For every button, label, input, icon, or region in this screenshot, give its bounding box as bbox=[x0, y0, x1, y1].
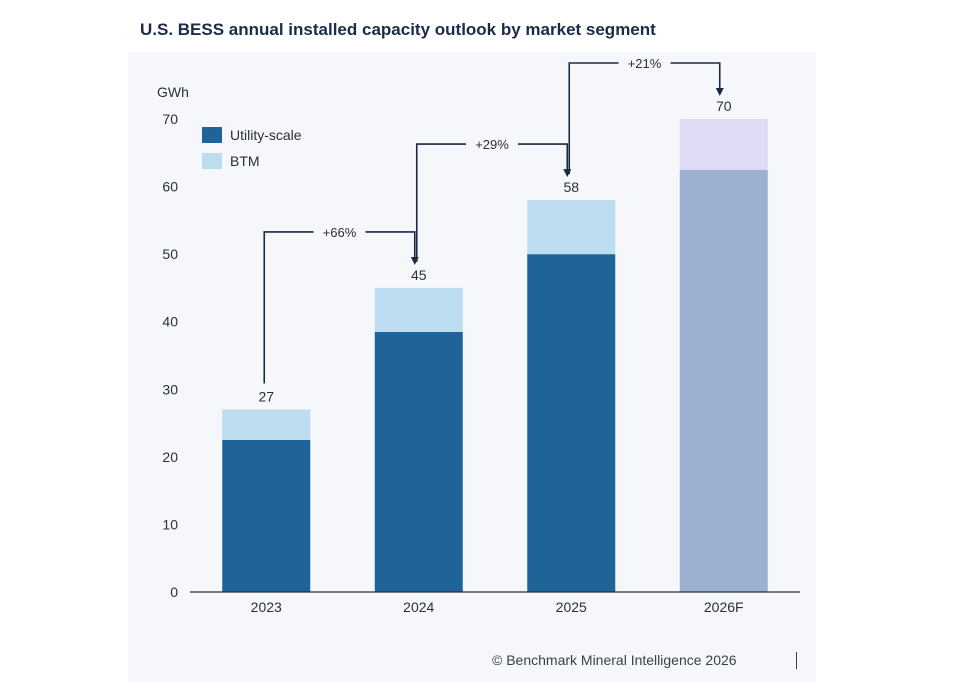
x-tick-label: 2026F bbox=[704, 599, 744, 615]
total-labels: 27 45 58 70 bbox=[258, 98, 731, 405]
bar-utility-scale bbox=[679, 169, 768, 592]
y-tick-label: 70 bbox=[162, 111, 178, 127]
x-tick-label: 2024 bbox=[403, 599, 434, 615]
total-label: 27 bbox=[258, 389, 274, 405]
bar-btm bbox=[374, 287, 463, 332]
bar-btm bbox=[679, 119, 768, 170]
legend: Utility-scale BTM bbox=[202, 127, 302, 169]
x-axis: 2023 2024 2025 2026F bbox=[251, 599, 744, 615]
growth-label: +21% bbox=[628, 56, 662, 71]
bar-utility-scale bbox=[222, 439, 311, 592]
y-tick-label: 60 bbox=[162, 179, 178, 195]
bar-utility-scale bbox=[374, 331, 463, 592]
bar-utility-scale bbox=[527, 254, 616, 592]
legend-swatch bbox=[202, 153, 222, 169]
growth-label-bg bbox=[466, 134, 518, 155]
y-tick-label: 20 bbox=[162, 449, 178, 465]
total-label: 58 bbox=[563, 179, 579, 195]
bar-btm bbox=[222, 409, 311, 440]
growth-label-bg bbox=[313, 221, 366, 242]
bar-btm bbox=[527, 200, 616, 255]
y-tick-label: 30 bbox=[162, 381, 178, 397]
growth-arrows: +66% +29% +21% bbox=[263, 53, 724, 384]
chart-title: U.S. BESS annual installed capacity outl… bbox=[140, 20, 656, 39]
y-tick-label: 40 bbox=[162, 314, 178, 330]
y-axis-label: GWh bbox=[157, 84, 189, 100]
growth-label: +66% bbox=[323, 225, 357, 240]
footer-divider bbox=[796, 652, 797, 669]
y-axis: 0 10 20 30 40 50 60 70 bbox=[162, 111, 178, 600]
y-tick-label: 50 bbox=[162, 246, 178, 262]
total-label: 70 bbox=[716, 98, 732, 114]
total-label: 45 bbox=[411, 267, 427, 283]
legend-label: Utility-scale bbox=[230, 127, 302, 143]
legend-swatch bbox=[202, 127, 222, 143]
x-tick-label: 2023 bbox=[251, 599, 282, 615]
copyright-footer: © Benchmark Mineral Intelligence 2026 bbox=[492, 652, 737, 668]
growth-label: +29% bbox=[475, 137, 509, 152]
legend-label: BTM bbox=[230, 153, 260, 169]
x-tick-label: 2025 bbox=[556, 599, 587, 615]
bars-group bbox=[190, 119, 800, 593]
y-tick-label: 0 bbox=[170, 584, 178, 600]
y-tick-label: 10 bbox=[162, 516, 178, 532]
growth-label-bg bbox=[618, 53, 671, 73]
